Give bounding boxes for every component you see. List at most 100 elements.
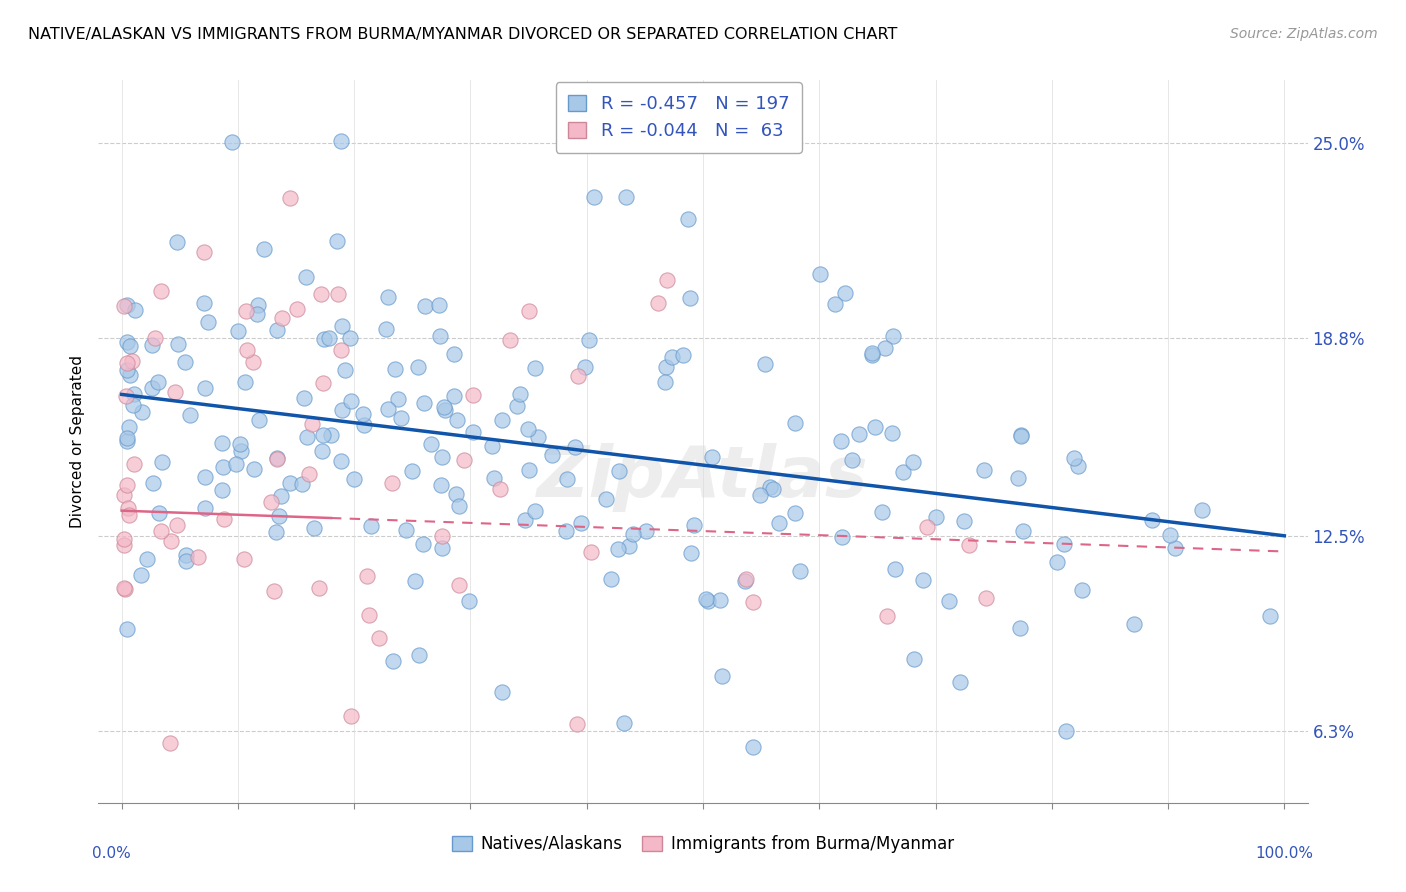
Point (413, 299, 436, 313)
Point (329, 134, 352, 148)
Point (860, 348, 883, 362)
Point (159, 736, 181, 750)
Point (762, 482, 785, 496)
Point (235, 304, 257, 318)
Point (433, 400, 456, 414)
Point (759, 480, 782, 494)
Point (295, 430, 318, 444)
Point (141, 338, 163, 352)
Point (654, 375, 676, 389)
Point (280, 475, 302, 490)
Point (124, 303, 146, 318)
Text: Source: ZipAtlas.com: Source: ZipAtlas.com (1230, 27, 1378, 41)
Point (117, 334, 139, 349)
Point (482, 471, 505, 485)
Point (678, 291, 700, 305)
Point (614, 190, 637, 204)
Point (882, 329, 904, 343)
Point (225, 457, 247, 471)
Point (117, 622, 139, 636)
Point (1191, 503, 1213, 517)
Point (150, 455, 173, 469)
Point (367, 631, 389, 645)
Point (163, 385, 186, 400)
Point (408, 648, 430, 662)
Point (131, 405, 153, 419)
Point (925, 509, 948, 524)
Point (211, 483, 233, 497)
Point (394, 523, 416, 537)
Point (166, 518, 188, 533)
Point (228, 324, 250, 338)
Point (461, 425, 484, 440)
Point (1053, 537, 1076, 551)
Point (112, 299, 135, 313)
Point (1045, 555, 1067, 569)
Point (141, 382, 163, 396)
Point (458, 594, 481, 608)
Point (142, 475, 165, 490)
Point (582, 189, 605, 203)
Point (567, 716, 589, 731)
Point (491, 685, 513, 699)
Point (489, 482, 512, 496)
Point (194, 470, 217, 484)
Point (266, 323, 288, 337)
Point (702, 450, 724, 465)
Point (1054, 724, 1077, 739)
Point (429, 477, 451, 491)
Point (873, 341, 896, 355)
Point (949, 674, 972, 689)
Point (380, 476, 402, 491)
Point (734, 572, 756, 586)
Point (340, 393, 363, 408)
Point (789, 565, 811, 579)
Point (785, 506, 807, 520)
Text: 100.0%: 100.0% (1256, 847, 1313, 861)
Point (112, 532, 135, 546)
Point (974, 591, 997, 605)
Point (1010, 428, 1032, 442)
Point (343, 473, 366, 487)
Point (606, 541, 628, 556)
Point (911, 573, 934, 587)
Point (122, 457, 145, 471)
Point (266, 450, 288, 465)
Point (433, 402, 456, 417)
Point (377, 401, 399, 416)
Point (312, 428, 335, 442)
Point (1010, 429, 1032, 443)
Point (292, 391, 315, 405)
Point (117, 501, 139, 516)
Point (330, 454, 353, 468)
Point (298, 467, 321, 482)
Point (326, 287, 349, 301)
Point (647, 296, 669, 310)
Point (117, 298, 139, 312)
Point (112, 538, 135, 552)
Point (280, 191, 302, 205)
Point (617, 539, 640, 553)
Point (903, 651, 925, 665)
Point (824, 297, 846, 311)
Point (360, 519, 382, 533)
Point (681, 546, 703, 560)
Point (118, 508, 141, 523)
Point (870, 505, 893, 519)
Point (150, 524, 173, 538)
Point (118, 339, 141, 353)
Point (523, 361, 546, 376)
Point (527, 430, 550, 444)
Point (655, 273, 678, 287)
Point (117, 434, 139, 449)
Point (229, 436, 252, 450)
Point (179, 408, 201, 422)
Point (742, 739, 765, 754)
Point (768, 516, 790, 531)
Point (117, 356, 139, 370)
Point (242, 355, 264, 369)
Point (212, 459, 235, 474)
Point (973, 463, 995, 477)
Point (481, 439, 503, 453)
Point (953, 514, 976, 528)
